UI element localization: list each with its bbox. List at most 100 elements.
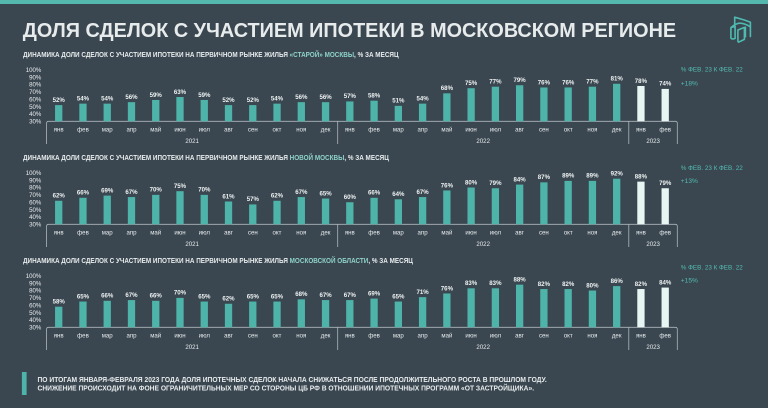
svg-text:дек: дек — [321, 126, 331, 133]
svg-text:фев: фев — [659, 229, 671, 236]
svg-text:сен: сен — [539, 332, 549, 339]
svg-text:74%: 74% — [659, 81, 672, 88]
svg-text:70%: 70% — [29, 89, 42, 96]
svg-text:100%: 100% — [26, 67, 42, 74]
svg-text:янв: янв — [636, 126, 646, 133]
svg-text:76%: 76% — [441, 182, 454, 189]
svg-text:апр: апр — [418, 229, 429, 236]
svg-text:апр: апр — [418, 332, 429, 339]
svg-text:2023: 2023 — [646, 344, 660, 351]
svg-text:57%: 57% — [247, 196, 260, 203]
svg-text:68%: 68% — [441, 85, 454, 92]
svg-text:сен: сен — [248, 229, 258, 236]
svg-text:80%: 80% — [29, 82, 42, 89]
svg-text:янв: янв — [636, 229, 646, 236]
svg-text:79%: 79% — [513, 77, 526, 84]
svg-text:88%: 88% — [635, 173, 648, 180]
svg-text:40%: 40% — [29, 214, 42, 221]
svg-text:ДОЛЯ СДЕЛОК С УЧАСТИЕМ ИПОТЕКИ: ДОЛЯ СДЕЛОК С УЧАСТИЕМ ИПОТЕКИ В МОСКОВС… — [23, 20, 676, 42]
svg-text:80%: 80% — [29, 288, 42, 295]
svg-text:окт: окт — [273, 126, 282, 133]
svg-text:июл: июл — [490, 126, 502, 133]
svg-text:дек: дек — [612, 229, 622, 236]
svg-text:75%: 75% — [465, 80, 478, 87]
svg-text:64%: 64% — [392, 191, 405, 198]
svg-text:авг: авг — [224, 229, 234, 236]
svg-text:авг: авг — [515, 126, 525, 133]
svg-text:60%: 60% — [29, 199, 42, 206]
svg-text:67%: 67% — [416, 189, 429, 196]
svg-text:май: май — [441, 229, 452, 236]
svg-text:апр: апр — [418, 126, 429, 133]
svg-text:окт: окт — [564, 126, 573, 133]
svg-text:мар: мар — [393, 229, 405, 236]
svg-text:57%: 57% — [344, 93, 357, 100]
svg-text:50%: 50% — [29, 207, 42, 214]
svg-text:дек: дек — [612, 126, 622, 133]
svg-text:65%: 65% — [77, 293, 90, 300]
svg-text:сен: сен — [539, 229, 549, 236]
svg-text:+15%: +15% — [681, 278, 698, 285]
svg-text:62%: 62% — [53, 193, 66, 200]
svg-text:66%: 66% — [77, 190, 90, 197]
svg-text:84%: 84% — [659, 279, 672, 286]
svg-text:75%: 75% — [174, 183, 187, 190]
svg-text:июл: июл — [199, 126, 211, 133]
svg-text:100%: 100% — [26, 273, 42, 280]
svg-text:янв: янв — [54, 126, 64, 133]
svg-text:56%: 56% — [125, 94, 138, 101]
svg-text:54%: 54% — [101, 95, 114, 102]
svg-text:65%: 65% — [392, 293, 405, 300]
svg-text:67%: 67% — [319, 292, 332, 299]
svg-text:89%: 89% — [562, 173, 575, 180]
svg-text:+13%: +13% — [681, 178, 698, 185]
svg-text:мар: мар — [102, 332, 114, 339]
svg-text:82%: 82% — [538, 281, 551, 288]
svg-text:2021: 2021 — [185, 241, 199, 248]
svg-text:30%: 30% — [29, 222, 42, 229]
svg-text:сен: сен — [248, 332, 258, 339]
svg-text:56%: 56% — [295, 94, 308, 101]
svg-text:ПО ИТОГАМ ЯНВАРЯ-ФЕВРАЛЯ 2023: ПО ИТОГАМ ЯНВАРЯ-ФЕВРАЛЯ 2023 ГОДА ДОЛЯ … — [38, 377, 547, 384]
svg-text:июн: июн — [174, 126, 185, 133]
svg-text:апр: апр — [126, 229, 137, 236]
svg-text:90%: 90% — [29, 280, 42, 287]
svg-text:янв: янв — [345, 332, 355, 339]
svg-text:80%: 80% — [29, 185, 42, 192]
svg-text:2022: 2022 — [476, 241, 490, 248]
svg-text:90%: 90% — [29, 177, 42, 184]
svg-text:янв: янв — [345, 126, 355, 133]
svg-text:ДИНАМИКА ДОЛИ СДЕЛОК С УЧАСТИЕ: ДИНАМИКА ДОЛИ СДЕЛОК С УЧАСТИЕМ ИПОТЕКИ … — [23, 153, 389, 162]
svg-text:60%: 60% — [29, 96, 42, 103]
svg-text:89%: 89% — [586, 173, 599, 180]
svg-text:фев: фев — [77, 332, 89, 339]
svg-text:70%: 70% — [174, 290, 187, 297]
svg-text:70%: 70% — [29, 295, 42, 302]
svg-text:фев: фев — [368, 332, 380, 339]
svg-text:ноя: ноя — [296, 332, 306, 339]
svg-text:100%: 100% — [26, 170, 42, 177]
svg-text:67%: 67% — [344, 292, 357, 299]
svg-text:66%: 66% — [150, 293, 163, 300]
svg-text:56%: 56% — [319, 94, 332, 101]
svg-text:63%: 63% — [174, 89, 187, 96]
svg-text:70%: 70% — [29, 192, 42, 199]
svg-text:83%: 83% — [465, 280, 478, 287]
svg-text:61%: 61% — [222, 193, 235, 200]
svg-text:78%: 78% — [635, 78, 648, 85]
svg-text:% ФЕВ. 23 К ФЕВ. 22: % ФЕВ. 23 К ФЕВ. 22 — [681, 165, 743, 172]
svg-text:2023: 2023 — [646, 241, 660, 248]
svg-text:мар: мар — [393, 332, 405, 339]
svg-text:окт: окт — [564, 229, 573, 236]
svg-text:59%: 59% — [198, 92, 211, 99]
svg-text:май: май — [150, 332, 161, 339]
svg-text:40%: 40% — [29, 317, 42, 324]
svg-text:июл: июл — [490, 332, 502, 339]
svg-text:2023: 2023 — [646, 138, 660, 145]
svg-text:82%: 82% — [562, 281, 575, 288]
svg-text:2021: 2021 — [185, 344, 199, 351]
svg-text:янв: янв — [54, 332, 64, 339]
svg-text:май: май — [441, 126, 452, 133]
svg-text:80%: 80% — [465, 179, 478, 186]
svg-text:86%: 86% — [611, 278, 624, 285]
